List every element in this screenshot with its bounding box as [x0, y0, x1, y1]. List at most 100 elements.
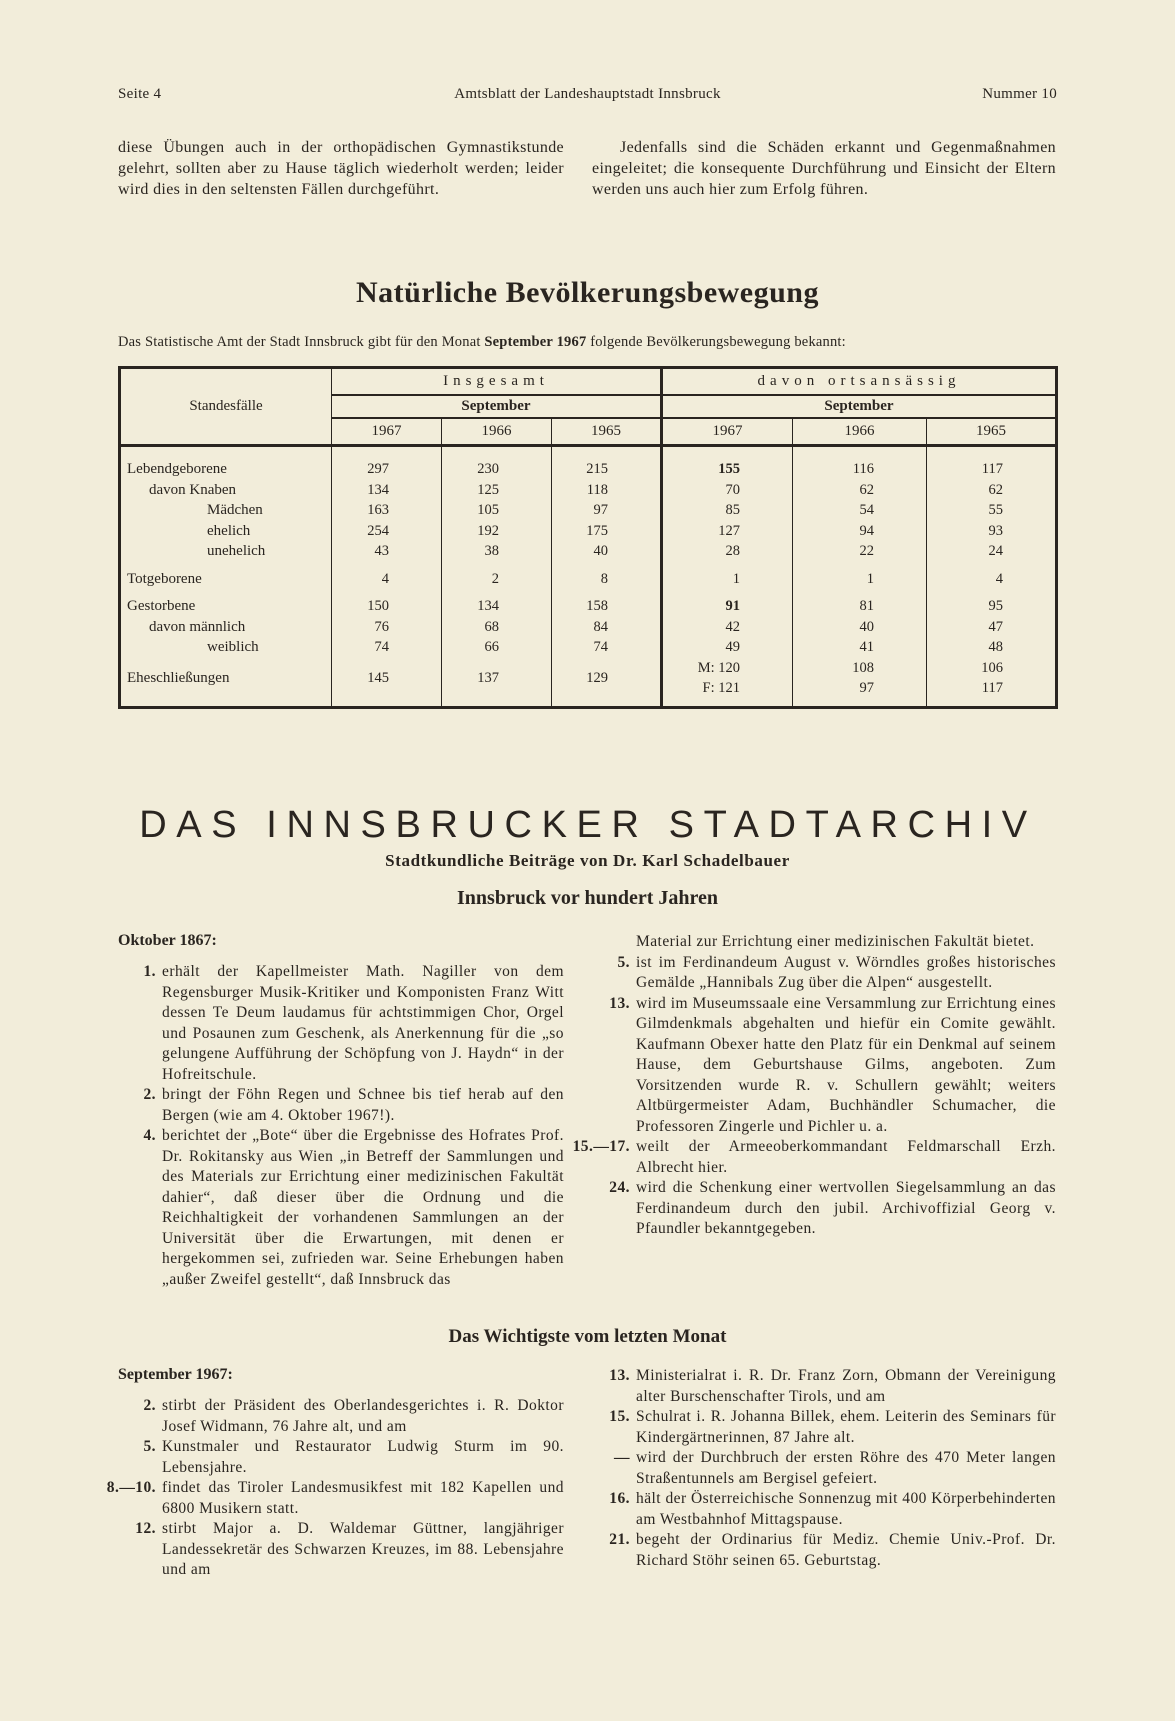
list-item: — wird der Durchbruch der ersten Röhre de… [592, 1448, 1056, 1489]
table-cell: 76 [331, 616, 442, 637]
year-header: 1967 [331, 417, 442, 447]
page-number: Seite 4 [118, 86, 162, 102]
top-paragraph-right: Jedenfalls sind die Schäden erkannt und … [592, 137, 1056, 200]
item-text: wird im Museumssaale eine Versammlung zu… [636, 994, 1056, 1135]
table-cell: 42 [660, 616, 793, 637]
table-cell: 105 [441, 500, 552, 521]
table-cell: 28 [660, 541, 793, 562]
row-label: Lebendgeborene [127, 461, 227, 477]
item-text: findet das Tiroler Landesmusikfest mit 1… [162, 1479, 564, 1517]
table-cell: 215 [551, 459, 662, 480]
item-text: wird der Durchbruch der ersten Röhre des… [636, 1449, 1056, 1487]
section-month: Oktober 1867: [118, 932, 217, 949]
month-header: September [660, 394, 1057, 419]
row-label: Mädchen [207, 502, 263, 518]
news-left-column: September 1967: 2. stirbt der Präsident d… [107, 1366, 564, 1581]
table-row: weiblich 74 66 74 49 41 48 [120, 637, 1057, 658]
item-date: 24. [609, 1179, 630, 1196]
archive-heading: Innsbruck vor hundert Jahren [457, 887, 718, 909]
table-cell: 1 [792, 568, 927, 589]
list-item: 21. begeht der Ordinarius für Mediz. Chem… [592, 1530, 1056, 1571]
item-text: begeht der Ordinarius für Mediz. Chemie … [636, 1531, 1056, 1569]
population-table: Standesfälle Insgesamt davon ortsansässi… [118, 366, 1058, 709]
top-paragraph-left: diese Übungen auch in der orthopädischen… [118, 137, 564, 200]
item-text: erhält der Kapellmeister Math. Nagiller … [162, 963, 564, 1083]
table-cell: 163 [331, 500, 442, 521]
table-cell: 155 [660, 459, 793, 480]
table-cell: 4 [331, 568, 442, 589]
table-cell: 54 [792, 500, 927, 521]
table-cell: 93 [926, 520, 1057, 541]
item-text: wird die Schenkung einer wertvollen Sieg… [636, 1179, 1056, 1237]
col-header-standesfaelle: Standesfälle [119, 367, 332, 447]
issue-number: Nummer 10 [982, 86, 1057, 102]
table-cell: 230 [441, 459, 552, 480]
section-month: September 1967: [118, 1366, 233, 1383]
table-cell: 38 [441, 541, 552, 562]
list-item: 12. stirbt Major a. D. Waldemar Güttner, … [118, 1519, 564, 1581]
table-cell: 62 [792, 479, 927, 500]
item-date: 4. [143, 1127, 156, 1144]
table-cell: 125 [441, 479, 552, 500]
table-row: Lebendgeborene 297 230 215 155 116 117 [120, 459, 1057, 480]
stats-title: Natürliche Bevölkerungsbewegung [355, 276, 819, 309]
table-cell: 47 [926, 616, 1057, 637]
table-cell: 97 [551, 500, 662, 521]
item-text: bringt der Föhn Regen und Schnee bis tie… [162, 1086, 564, 1124]
table-cell: 48 [926, 637, 1057, 658]
table-cell: 118 [551, 479, 662, 500]
item-date: 5. [617, 953, 630, 971]
item-date: 15. [609, 1408, 630, 1425]
item-date: 12. [135, 1520, 156, 1537]
list-item: 13. wird im Museumssaale eine Versammlung… [592, 994, 1056, 1138]
table-cell: 106 [926, 657, 1057, 678]
table-cell: 150 [331, 596, 442, 617]
table-row: ehelich 254 192 175 127 94 93 [120, 520, 1057, 541]
list-item: 5. ist im Ferdinandeum August v. Wörndles… [592, 953, 1056, 994]
table-row: Eheschließungen 145 137 129 M: 120 108 106 [120, 657, 1057, 699]
table-cell: 4 [926, 568, 1057, 589]
table-cell: 116 [792, 459, 927, 480]
table-cell: 22 [792, 541, 927, 562]
table-cell: 117 [926, 678, 1057, 699]
table-cell: 49 [660, 637, 793, 658]
year-header: 1965 [551, 417, 662, 447]
year-header: 1966 [441, 417, 552, 447]
item-date: 15.—17. [572, 1138, 630, 1155]
item-date: 16. [609, 1490, 630, 1507]
table-cell: 85 [660, 500, 793, 521]
item-date: 13. [609, 1367, 630, 1384]
table-cell: 134 [441, 596, 552, 617]
list-item: 2. bringt der Föhn Regen und Schnee bis t… [118, 1085, 564, 1126]
table-cell: 84 [551, 616, 662, 637]
item-date: — [614, 1449, 630, 1466]
table-cell: F: 121 [660, 678, 793, 699]
table-cell: 94 [792, 520, 927, 541]
table-cell: 2 [441, 568, 552, 589]
table-row: davon männlich 76 68 84 42 40 47 [120, 616, 1057, 637]
archive-byline: Stadtkundliche Beiträge von Dr. Karl Sch… [385, 851, 790, 870]
table-cell: 40 [551, 541, 662, 562]
table-row: F: 121 97 117 [120, 678, 1057, 699]
item-text: Schulrat i. R. Johanna Billek, ehem. Lei… [636, 1408, 1056, 1446]
list-item: 2. stirbt der Präsident des Oberlandesger… [118, 1396, 564, 1437]
table-cell: 137 [441, 657, 552, 699]
list-item: 15.—17. weilt der Armeeoberkommandant Fel… [573, 1137, 1056, 1178]
list-item: 4. berichtet der „Bote“ über die Ergebnis… [118, 1126, 564, 1290]
table-cell: 55 [926, 500, 1057, 521]
archive-left-column: Oktober 1867: 1. erhält der Kapellmeister… [118, 932, 564, 1290]
group-header-insgesamt: Insgesamt [331, 367, 662, 396]
table-cell: 81 [792, 596, 927, 617]
table-cell: 70 [660, 479, 793, 500]
group-header-ortsansaessig: davon ortsansässig [660, 367, 1057, 396]
item-text: stirbt Major a. D. Waldemar Güttner, lan… [162, 1520, 564, 1578]
stats-intro: Das Statistische Amt der Stadt Innsbruck… [118, 334, 1058, 351]
row-label: davon Knaben [149, 481, 237, 498]
table-cell: 41 [792, 637, 927, 658]
table-cell: 297 [331, 459, 442, 480]
list-item: 1. erhält der Kapellmeister Math. Nagille… [118, 962, 564, 1085]
news-heading: Das Wichtigste vom letzten Monat [448, 1326, 727, 1347]
row-label: ehelich [207, 522, 251, 539]
table-cell: 158 [551, 596, 662, 617]
news-right-column: 13. Ministerialrat i. R. Dr. Franz Zorn, … [592, 1366, 1056, 1571]
